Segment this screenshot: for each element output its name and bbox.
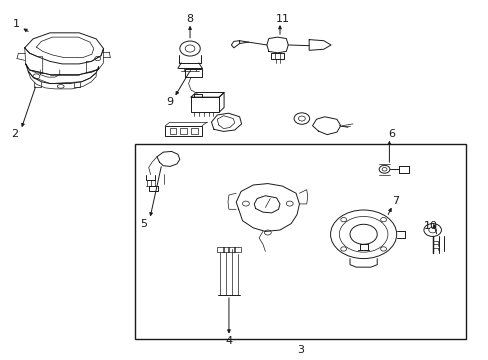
Bar (169, 128, 176, 134)
Bar (191, 128, 198, 134)
Text: 7: 7 (391, 197, 398, 206)
Bar (184, 69, 202, 77)
Text: 3: 3 (296, 345, 304, 355)
Bar (222, 247, 229, 252)
Text: 5: 5 (140, 219, 147, 229)
Bar (165, 126, 202, 136)
Text: 2: 2 (11, 129, 19, 139)
Text: 10: 10 (423, 221, 437, 231)
Bar (216, 247, 223, 252)
Text: 6: 6 (387, 129, 394, 139)
Text: 8: 8 (186, 14, 193, 24)
Bar (135, 144, 465, 339)
Text: 1: 1 (13, 18, 20, 28)
Bar (270, 53, 284, 59)
Bar (234, 247, 241, 252)
Text: 11: 11 (275, 14, 289, 23)
Text: 4: 4 (225, 336, 232, 346)
Text: 9: 9 (166, 97, 173, 107)
Bar (148, 186, 158, 192)
Bar (180, 128, 187, 134)
Bar (228, 247, 235, 252)
Bar (191, 97, 219, 112)
